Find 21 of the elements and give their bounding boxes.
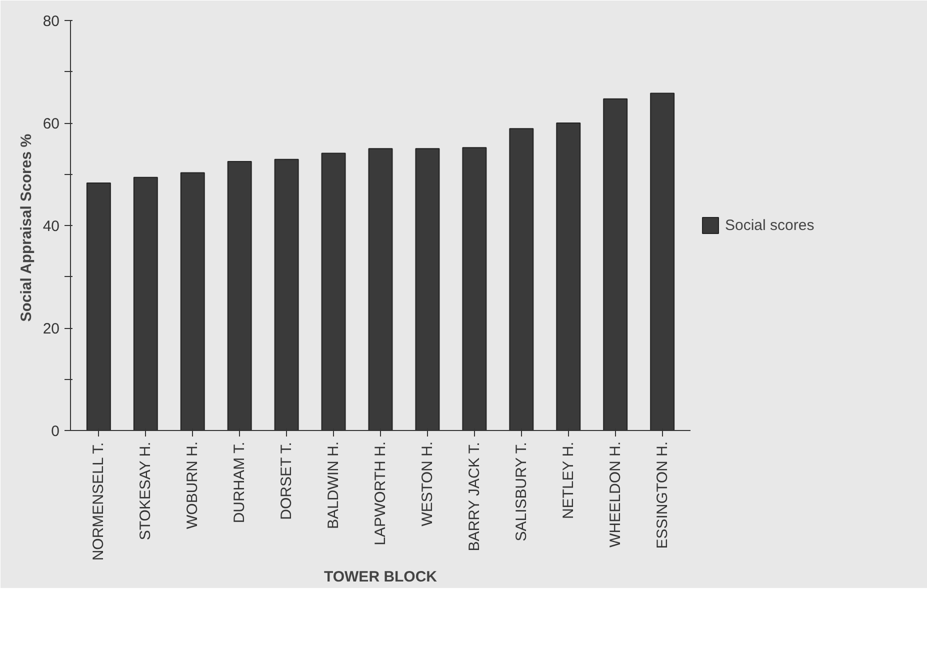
x-tick-label: DORSET T.: [278, 442, 296, 520]
x-tick-label: WESTON H.: [418, 441, 436, 526]
y-tick-label: 20: [42, 320, 60, 338]
y-tick-label: 0: [51, 423, 60, 440]
x-tick-label: NORMENSELL T.: [90, 442, 108, 561]
x-tick-label: NETLEY H.: [560, 442, 577, 520]
y-axis-title: Social Appraisal Scores %: [18, 134, 35, 322]
x-tick-label: STOKESAY H.: [137, 442, 154, 540]
x-tick-label: SALISBURY T.: [512, 442, 530, 542]
x-tick-label: DURHAM T.: [231, 442, 248, 524]
x-tick-label: LAPWORTH H.: [372, 441, 389, 546]
x-tick-label: ESSINGTON H.: [654, 441, 671, 549]
y-tick-label: 60: [42, 116, 60, 132]
x-tick-label: BALDWIN H.: [325, 441, 342, 530]
y-tick-label: 40: [42, 218, 60, 235]
y-tick-label: 80: [42, 13, 60, 30]
legend-label: Social scores: [725, 216, 814, 234]
x-tick-label: WHEELDON H.: [606, 442, 624, 548]
x-tick-label: BARRY JACK T.: [466, 442, 483, 552]
x-axis-title: TOWER BLOCK: [324, 568, 438, 586]
x-tick-label: WOBURN H.: [184, 441, 202, 529]
